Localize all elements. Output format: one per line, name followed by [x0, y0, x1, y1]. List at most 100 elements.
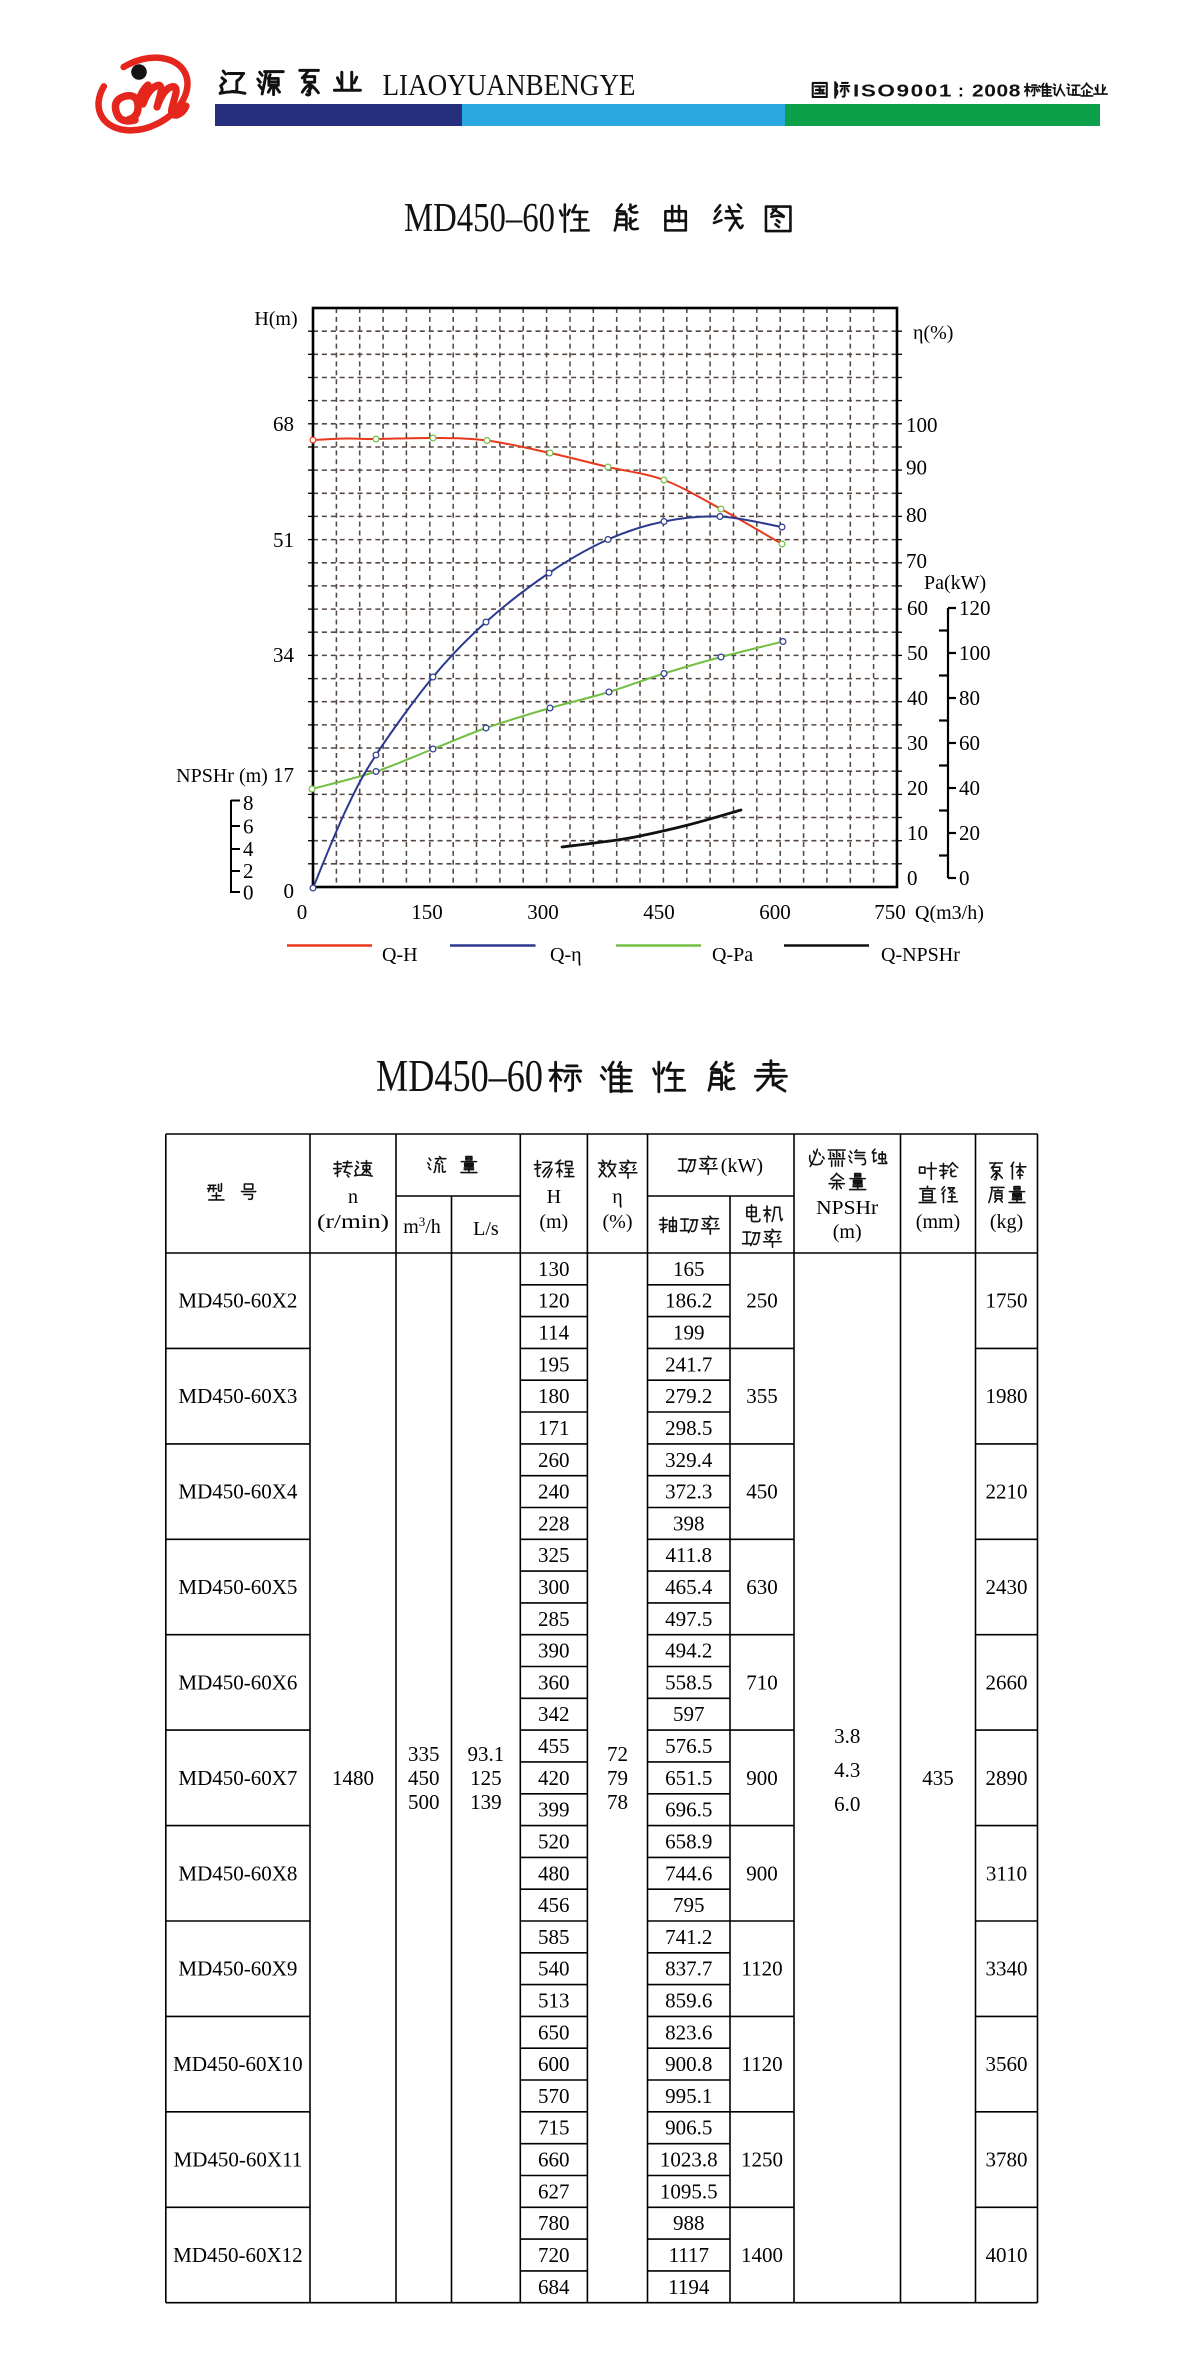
svg-text:H: H: [547, 1186, 561, 1208]
svg-text:260: 260: [538, 1448, 570, 1472]
svg-text:1980: 1980: [986, 1384, 1028, 1408]
svg-text:335: 335: [408, 1742, 440, 1766]
svg-text:Q-NPSHr: Q-NPSHr: [881, 944, 960, 966]
svg-text:8: 8: [243, 791, 254, 815]
svg-text:480: 480: [538, 1861, 570, 1885]
svg-text:Q-η: Q-η: [550, 944, 582, 966]
svg-text:3780: 3780: [986, 2148, 1028, 2172]
svg-text:497.5: 497.5: [665, 1607, 712, 1631]
svg-text:171: 171: [538, 1416, 570, 1440]
svg-text:80: 80: [906, 503, 927, 527]
svg-text:(m): (m): [539, 1211, 568, 1233]
svg-text:390: 390: [538, 1639, 570, 1663]
svg-text:411.8: 411.8: [666, 1543, 712, 1567]
svg-text:298.5: 298.5: [665, 1416, 712, 1440]
svg-text:715: 715: [538, 2116, 570, 2140]
svg-text:0: 0: [959, 866, 970, 890]
svg-text:(kg): (kg): [990, 1211, 1023, 1233]
svg-text:2430: 2430: [986, 1575, 1028, 1599]
svg-text:795: 795: [673, 1893, 705, 1917]
svg-text:1023.8: 1023.8: [660, 2148, 718, 2172]
svg-text:60: 60: [959, 731, 980, 755]
svg-text:139: 139: [470, 1790, 502, 1814]
svg-text:20: 20: [907, 776, 928, 800]
svg-text:342: 342: [538, 1702, 570, 1726]
svg-text:494.2: 494.2: [665, 1639, 712, 1663]
svg-text:988: 988: [673, 2211, 705, 2235]
svg-text::: :: [958, 81, 964, 101]
svg-text:658.9: 658.9: [665, 1830, 712, 1854]
svg-text:300: 300: [527, 900, 559, 924]
svg-text:558.5: 558.5: [665, 1670, 712, 1694]
svg-text:355: 355: [746, 1384, 778, 1408]
svg-text:2: 2: [243, 859, 254, 883]
svg-text:Pa(kW): Pa(kW): [924, 572, 986, 594]
svg-text:455: 455: [538, 1734, 570, 1758]
svg-text:1480: 1480: [332, 1766, 374, 1790]
svg-text:228: 228: [538, 1511, 570, 1535]
svg-text:90: 90: [906, 456, 927, 480]
svg-text:180: 180: [538, 1384, 570, 1408]
svg-text:80: 80: [959, 686, 980, 710]
svg-text:1400: 1400: [741, 2243, 783, 2267]
svg-text:585: 585: [538, 1925, 570, 1949]
svg-text:900: 900: [746, 1766, 778, 1790]
svg-text:40: 40: [959, 776, 980, 800]
svg-text:100: 100: [959, 641, 991, 665]
svg-text:513: 513: [538, 1989, 570, 2013]
svg-text:600: 600: [759, 900, 791, 924]
svg-text:Q-Pa: Q-Pa: [712, 944, 753, 966]
svg-text:n: n: [348, 1186, 358, 1208]
svg-text:837.7: 837.7: [665, 1957, 712, 1981]
svg-text:250: 250: [746, 1289, 778, 1313]
svg-text:Q(m3/h): Q(m3/h): [915, 902, 984, 924]
svg-text:696.5: 696.5: [665, 1798, 712, 1822]
svg-text:450: 450: [643, 900, 675, 924]
svg-text:(r/min): (r/min): [317, 1211, 389, 1233]
svg-text:906.5: 906.5: [665, 2116, 712, 2140]
svg-text:150: 150: [411, 900, 443, 924]
svg-text:900.8: 900.8: [665, 2052, 712, 2076]
svg-text:741.2: 741.2: [665, 1925, 712, 1949]
svg-text:750: 750: [874, 900, 906, 924]
svg-text:4: 4: [243, 837, 254, 861]
svg-text:MD450-60X4: MD450-60X4: [178, 1480, 297, 1504]
svg-text:MD450-60X5: MD450-60X5: [178, 1575, 297, 1599]
svg-text:465.4: 465.4: [665, 1575, 713, 1599]
svg-text:3110: 3110: [986, 1861, 1027, 1885]
svg-text:720: 720: [538, 2243, 570, 2267]
svg-text:114: 114: [538, 1321, 569, 1345]
svg-text:241.7: 241.7: [665, 1352, 712, 1376]
svg-text:651.5: 651.5: [665, 1766, 712, 1790]
svg-text:68: 68: [273, 412, 294, 436]
svg-text:17: 17: [273, 763, 294, 787]
svg-text:995.1: 995.1: [665, 2084, 712, 2108]
svg-text:30: 30: [907, 731, 928, 755]
svg-text:50: 50: [907, 641, 928, 665]
svg-text:710: 710: [746, 1670, 778, 1694]
svg-text:MD450-60X12: MD450-60X12: [173, 2243, 303, 2267]
svg-text:859.6: 859.6: [665, 1989, 712, 2013]
svg-text:570: 570: [538, 2084, 570, 2108]
svg-text:372.3: 372.3: [665, 1480, 712, 1504]
svg-text:823.6: 823.6: [665, 2020, 712, 2044]
svg-text:1194: 1194: [668, 2275, 710, 2299]
svg-text:3560: 3560: [986, 2052, 1028, 2076]
svg-text:195: 195: [538, 1352, 570, 1376]
svg-text:10: 10: [907, 821, 928, 845]
svg-text:(kW): (kW): [721, 1155, 763, 1177]
svg-text:500: 500: [408, 1790, 440, 1814]
svg-text:199: 199: [673, 1321, 705, 1345]
svg-text:Q-H: Q-H: [382, 944, 418, 966]
svg-text:NPSHr (m): NPSHr (m): [176, 765, 268, 787]
svg-text:η(%): η(%): [913, 322, 953, 344]
svg-text:627: 627: [538, 2179, 570, 2203]
svg-text:1120: 1120: [741, 2052, 782, 2076]
svg-text:40: 40: [907, 686, 928, 710]
svg-text:(%): (%): [603, 1211, 633, 1233]
svg-text:684: 684: [538, 2275, 570, 2299]
svg-text:420: 420: [538, 1766, 570, 1790]
svg-text:279.2: 279.2: [665, 1384, 712, 1408]
svg-text:456: 456: [538, 1893, 570, 1917]
svg-text:MD450-60X10: MD450-60X10: [173, 2052, 303, 2076]
